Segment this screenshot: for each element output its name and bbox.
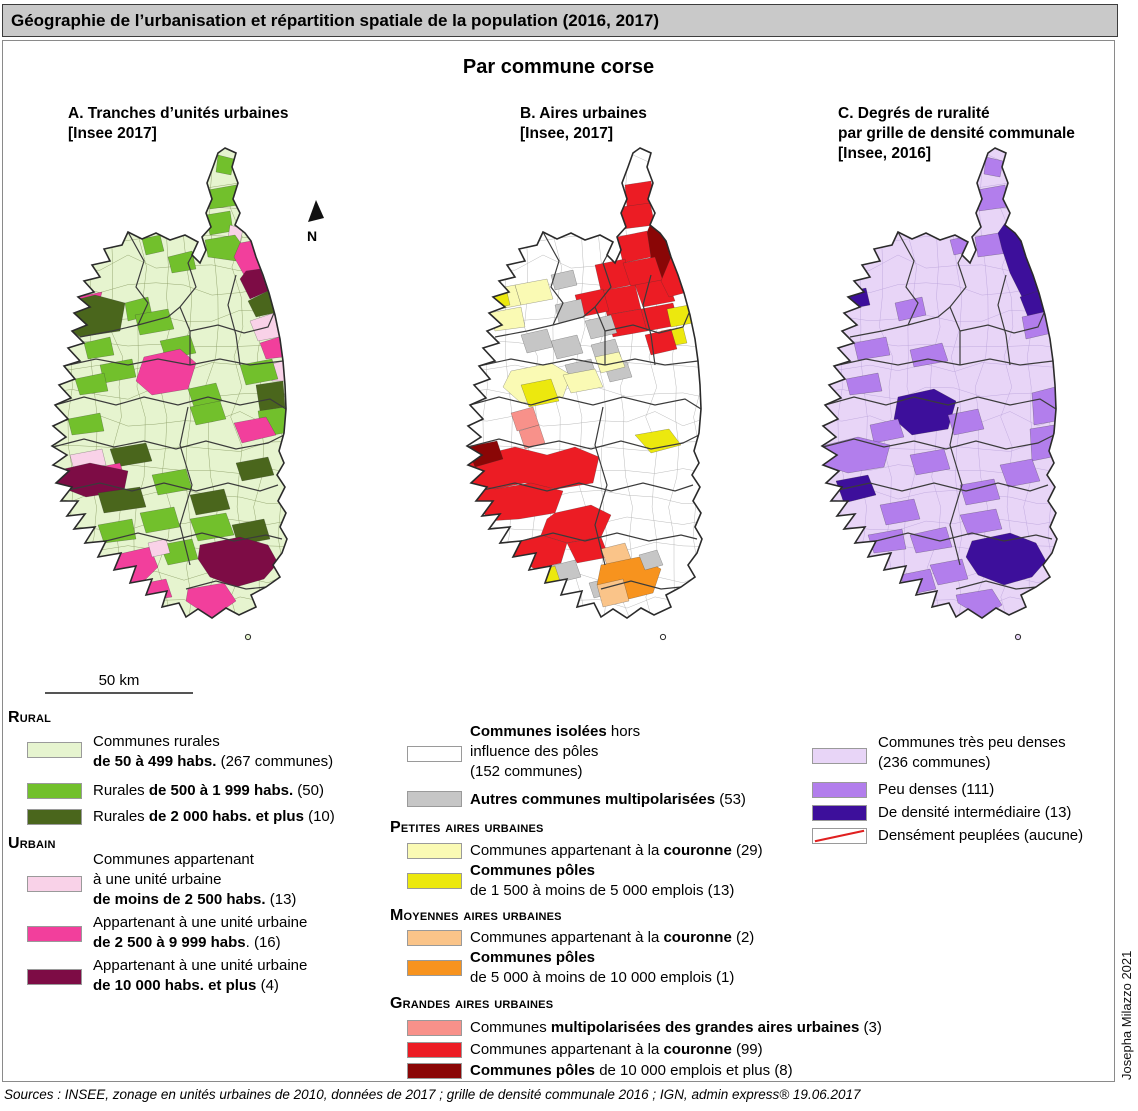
- north-arrow: N: [300, 198, 334, 250]
- legend-b: Communes isolées hors influence des pôle…: [390, 715, 950, 1085]
- figure-title: Géographie de l’urbanisation et répartit…: [11, 10, 660, 30]
- swatch-moyenne-pole: [407, 960, 462, 976]
- legend-item: Communes pôles de 5 000 à moins de 10 00…: [390, 948, 950, 988]
- swatch-moyenne-couronne: [407, 930, 462, 946]
- legend-a-heading-rural: Rural: [8, 709, 52, 726]
- legend-item: Peu denses (111): [810, 780, 1135, 800]
- north-label: N: [307, 228, 318, 244]
- legend-item: Communes appartenant à la couronne (29): [390, 841, 950, 861]
- legend-item: Autres communes multipolarisées (53): [390, 790, 950, 810]
- legend-item: Rurales de 500 à 1 999 habs. (50): [8, 781, 378, 801]
- legend-item: De densité intermédiaire (13): [810, 803, 1135, 823]
- swatch-petite-pole: [407, 873, 462, 889]
- legend-item: Communes très peu denses (236 communes): [810, 733, 1135, 773]
- swatch-grande-pole: [407, 1063, 462, 1079]
- legend-b-heading-petites: Petites aires urbaines: [390, 819, 544, 836]
- map-c-corsica: [820, 147, 1058, 641]
- swatch-rural-3: [27, 809, 82, 825]
- legend-item: Appartenant à une unité urbaine de 10 00…: [8, 956, 378, 996]
- swatch-grande-multipolarisee: [407, 1020, 462, 1036]
- swatch-peu-denses: [812, 782, 867, 798]
- legend-c: Communes très peu denses (236 communes) …: [810, 730, 1135, 860]
- author-credit: Josepha Milazzo 2021: [1119, 950, 1134, 1080]
- legend-item: Appartenant à une unité urbaine de 2 500…: [8, 913, 378, 953]
- legend-item: Communes pôles de 1 500 à moins de 5 000…: [390, 861, 950, 901]
- map-b-title: B. Aires urbaines [Insee, 2017]: [520, 105, 647, 142]
- legend-a-heading-urbain: Urbain: [8, 835, 56, 852]
- swatch-densement-peuplees: [812, 828, 867, 844]
- legend-item: Communes isolées hors influence des pôle…: [390, 722, 950, 782]
- sources-line: Sources : INSEE, zonage en unités urbain…: [4, 1087, 861, 1102]
- legend-item: Communes appartenant à une unité urbaine…: [8, 850, 378, 910]
- legend-b-heading-moyennes: Moyennes aires urbaines: [390, 907, 562, 924]
- legend-item: Communes rurales de 50 à 499 habs. (267 …: [8, 732, 378, 772]
- map-a-corsica: [50, 147, 288, 641]
- swatch-urbain-1: [27, 876, 82, 892]
- legend-item: Communes pôles de 10 000 emplois et plus…: [390, 1061, 950, 1081]
- north-arrow-icon: [308, 200, 324, 222]
- swatch-isolees: [407, 746, 462, 762]
- swatch-rural-2: [27, 783, 82, 799]
- scale-bar: 50 km: [45, 672, 193, 694]
- map-c-title: C. Degrés de ruralité par grille de dens…: [838, 105, 1075, 162]
- swatch-tres-peu-denses: [812, 748, 867, 764]
- swatch-densite-intermediaire: [812, 805, 867, 821]
- swatch-rural-1: [27, 742, 82, 758]
- map-a-title: A. Tranches d’unités urbaines [Insee 201…: [68, 105, 289, 142]
- swatch-urbain-3: [27, 969, 82, 985]
- legend-a: Rural Communes rurales de 50 à 499 habs.…: [8, 708, 378, 1008]
- legend-item: Communes appartenant à la couronne (99): [390, 1040, 950, 1060]
- hatch-line-icon: [814, 829, 865, 843]
- scale-line: [45, 692, 193, 694]
- figure-subtitle: Par commune corse: [462, 56, 655, 78]
- swatch-urbain-2: [27, 926, 82, 942]
- swatch-petite-couronne: [407, 843, 462, 859]
- legend-item: Communes multipolarisées des grandes air…: [390, 1018, 950, 1038]
- title-bar: Géographie de l’urbanisation et répartit…: [2, 4, 1118, 37]
- legend-b-heading-grandes: Grandes aires urbaines: [390, 995, 554, 1012]
- scale-label: 50 km: [98, 672, 140, 689]
- swatch-multipolarisees: [407, 791, 462, 807]
- legend-item: Densément peuplées (aucune): [810, 826, 1135, 846]
- legend-item: Communes appartenant à la couronne (2): [390, 928, 950, 948]
- legend-item: Rurales de 2 000 habs. et plus (10): [8, 807, 378, 827]
- map-b-corsica: [465, 147, 703, 641]
- swatch-grande-couronne: [407, 1042, 462, 1058]
